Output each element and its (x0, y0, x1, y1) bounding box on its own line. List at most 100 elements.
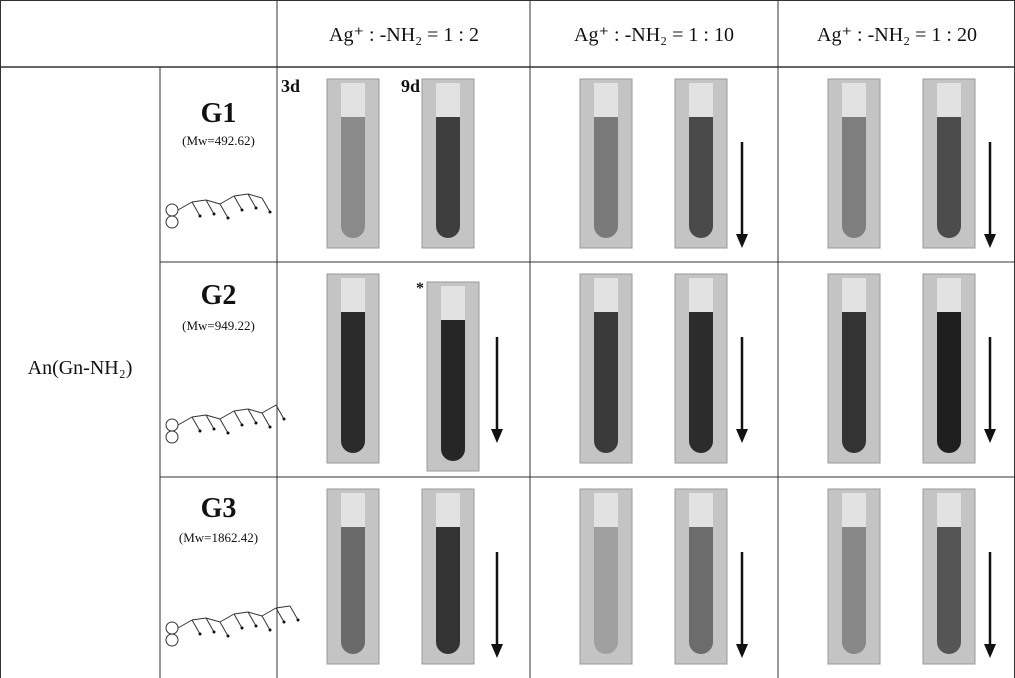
tube-liquid (689, 527, 713, 654)
tube-liquid (937, 312, 961, 453)
atom (199, 215, 202, 218)
tube-glass (689, 493, 713, 527)
column-header: Ag⁺ : -NH₂ = 1 : 20 (772, 22, 1015, 47)
bond (220, 614, 234, 622)
tube-liquid (842, 527, 866, 654)
tube-glass (842, 278, 866, 312)
bond (234, 409, 248, 411)
atom (283, 621, 286, 624)
generation-name: G3 (160, 493, 277, 525)
molecular-weight: (Mw=949.22) (160, 318, 277, 334)
atom (227, 217, 230, 220)
ring (166, 216, 178, 228)
time-label: 9d (401, 76, 420, 97)
bond (192, 415, 206, 417)
arrow-head (491, 429, 503, 443)
row-group-label: An(Gn-NH₂) (0, 357, 160, 380)
bond (220, 622, 228, 636)
arrow-head (984, 234, 996, 248)
bond (220, 204, 228, 218)
atom (213, 631, 216, 634)
tube-glass (937, 493, 961, 527)
time-label: 3d (281, 76, 300, 97)
arrow-head (736, 644, 748, 658)
bond (178, 620, 192, 628)
tube-glass (441, 286, 465, 320)
tube-liquid (689, 117, 713, 238)
bond (220, 196, 234, 204)
ring (166, 634, 178, 646)
tube-glass (341, 278, 365, 312)
arrow-head (984, 429, 996, 443)
tube-glass (594, 83, 618, 117)
tube-liquid (594, 312, 618, 453)
marker: * (416, 280, 424, 298)
tube-glass (341, 493, 365, 527)
tube-liquid (842, 117, 866, 238)
arrow-head (491, 644, 503, 658)
generation-name: G1 (160, 98, 277, 130)
tube-glass (689, 278, 713, 312)
tube-liquid (594, 527, 618, 654)
tube-liquid (937, 117, 961, 238)
bond (262, 405, 276, 413)
column-header: Ag⁺ : -NH₂ = 1 : 10 (529, 22, 779, 47)
bond (192, 618, 206, 620)
tube-glass (341, 83, 365, 117)
bond (220, 419, 228, 433)
atom (241, 627, 244, 630)
atom (269, 426, 272, 429)
atom (269, 211, 272, 214)
atom (283, 418, 286, 421)
tube-glass (436, 493, 460, 527)
tube-liquid (689, 312, 713, 453)
bond (234, 612, 248, 614)
atom (213, 428, 216, 431)
molecular-weight: (Mw=1862.42) (160, 530, 277, 546)
bond (262, 616, 270, 630)
atom (297, 619, 300, 622)
atom (227, 432, 230, 435)
ring (166, 204, 178, 216)
tube-liquid (937, 527, 961, 654)
bond (262, 198, 270, 212)
bond (234, 411, 242, 425)
tube-liquid (842, 312, 866, 453)
column-header: Ag⁺ : -NH₂ = 1 : 2 (279, 22, 529, 47)
bond (262, 608, 276, 616)
bond (234, 614, 242, 628)
tube-glass (937, 83, 961, 117)
arrow-head (736, 234, 748, 248)
tube-liquid (341, 527, 365, 654)
atom (255, 625, 258, 628)
ring (166, 431, 178, 443)
tube-liquid (341, 117, 365, 238)
bond (192, 417, 200, 431)
tube-glass (436, 83, 460, 117)
molecular-weight: (Mw=492.62) (160, 133, 277, 149)
tube-glass (937, 278, 961, 312)
bond (262, 413, 270, 427)
arrow-head (736, 429, 748, 443)
tube-glass (594, 278, 618, 312)
bond (234, 196, 242, 210)
atom (241, 209, 244, 212)
atom (269, 629, 272, 632)
arrow-head (984, 644, 996, 658)
atom (255, 207, 258, 210)
atom (199, 430, 202, 433)
bond (178, 202, 192, 210)
table-graphics (0, 0, 1015, 678)
tube-liquid (594, 117, 618, 238)
bond (192, 202, 200, 216)
bond (178, 417, 192, 425)
bond (290, 606, 298, 620)
ring (166, 419, 178, 431)
tube-liquid (441, 320, 465, 461)
atom (255, 422, 258, 425)
tube-glass (594, 493, 618, 527)
atom (241, 424, 244, 427)
bond (276, 606, 290, 608)
atom (199, 633, 202, 636)
figure-table: Ag⁺ : -NH₂ = 1 : 2 Ag⁺ : -NH₂ = 1 : 10 A… (0, 0, 1015, 678)
